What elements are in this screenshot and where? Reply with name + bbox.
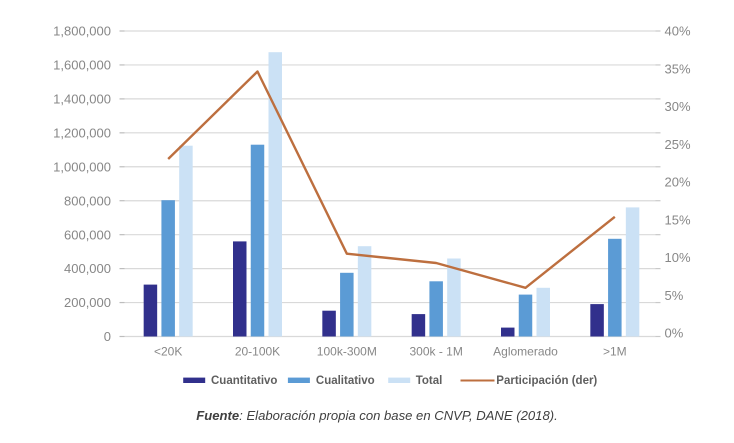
svg-text:40%: 40%	[665, 24, 691, 39]
svg-text:1,400,000: 1,400,000	[53, 91, 111, 106]
svg-text:30%: 30%	[665, 99, 691, 114]
svg-text:1,000,000: 1,000,000	[53, 159, 111, 174]
svg-text:Total: Total	[416, 375, 443, 387]
svg-text:200,000: 200,000	[64, 295, 111, 310]
svg-text:20-100K: 20-100K	[235, 344, 280, 358]
svg-text:1,800,000: 1,800,000	[53, 24, 111, 39]
svg-text:20%: 20%	[665, 175, 691, 190]
svg-text:15%: 15%	[665, 212, 691, 227]
svg-text:400,000: 400,000	[64, 261, 111, 276]
svg-text:Cuantitativo: Cuantitativo	[211, 375, 277, 387]
svg-text:10%: 10%	[665, 250, 691, 265]
svg-text:35%: 35%	[665, 61, 691, 76]
svg-text:800,000: 800,000	[64, 193, 111, 208]
svg-text:0%: 0%	[665, 326, 684, 341]
svg-text:1,600,000: 1,600,000	[53, 58, 111, 73]
svg-text:0: 0	[104, 329, 111, 344]
svg-text:Fuente: Elaboración propia con: Fuente: Elaboración propia con base en C…	[196, 408, 557, 423]
svg-text:300k - 1M: 300k - 1M	[409, 344, 462, 358]
svg-text:25%: 25%	[665, 137, 691, 152]
svg-text:>1M: >1M	[603, 344, 627, 358]
svg-text:Participación (der): Participación (der)	[496, 375, 597, 387]
svg-text:Aglomerado: Aglomerado	[493, 344, 558, 358]
svg-text:<20K: <20K	[154, 344, 182, 358]
svg-text:1,200,000: 1,200,000	[53, 125, 111, 140]
svg-text:Cualitativo: Cualitativo	[316, 375, 375, 387]
svg-text:5%: 5%	[665, 288, 684, 303]
svg-text:100k-300M: 100k-300M	[317, 344, 377, 358]
svg-text:600,000: 600,000	[64, 227, 111, 242]
